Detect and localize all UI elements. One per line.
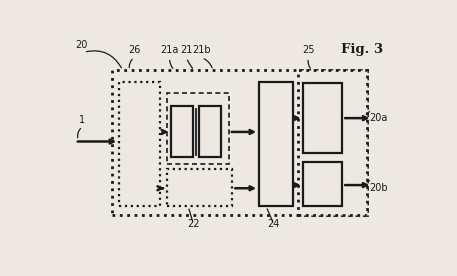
Text: 24: 24 — [268, 219, 280, 229]
Text: Fig. 3: Fig. 3 — [341, 43, 383, 56]
Bar — [303, 83, 342, 153]
Bar — [112, 70, 367, 215]
Text: 21b: 21b — [192, 46, 211, 55]
Text: 26: 26 — [128, 46, 140, 55]
Text: 25: 25 — [303, 46, 315, 55]
Bar — [298, 70, 367, 215]
Bar — [259, 82, 292, 206]
Text: 20: 20 — [75, 40, 87, 50]
Bar — [167, 93, 229, 164]
Bar — [119, 82, 160, 206]
Text: 20a: 20a — [369, 113, 387, 123]
Text: 21: 21 — [180, 46, 192, 55]
Bar — [167, 169, 233, 206]
Bar — [199, 107, 221, 157]
Text: 21a: 21a — [160, 46, 179, 55]
Bar — [303, 162, 342, 206]
Text: 20b: 20b — [369, 183, 388, 193]
Text: 22: 22 — [187, 219, 200, 229]
Bar — [171, 107, 193, 157]
Text: 1: 1 — [79, 115, 85, 124]
